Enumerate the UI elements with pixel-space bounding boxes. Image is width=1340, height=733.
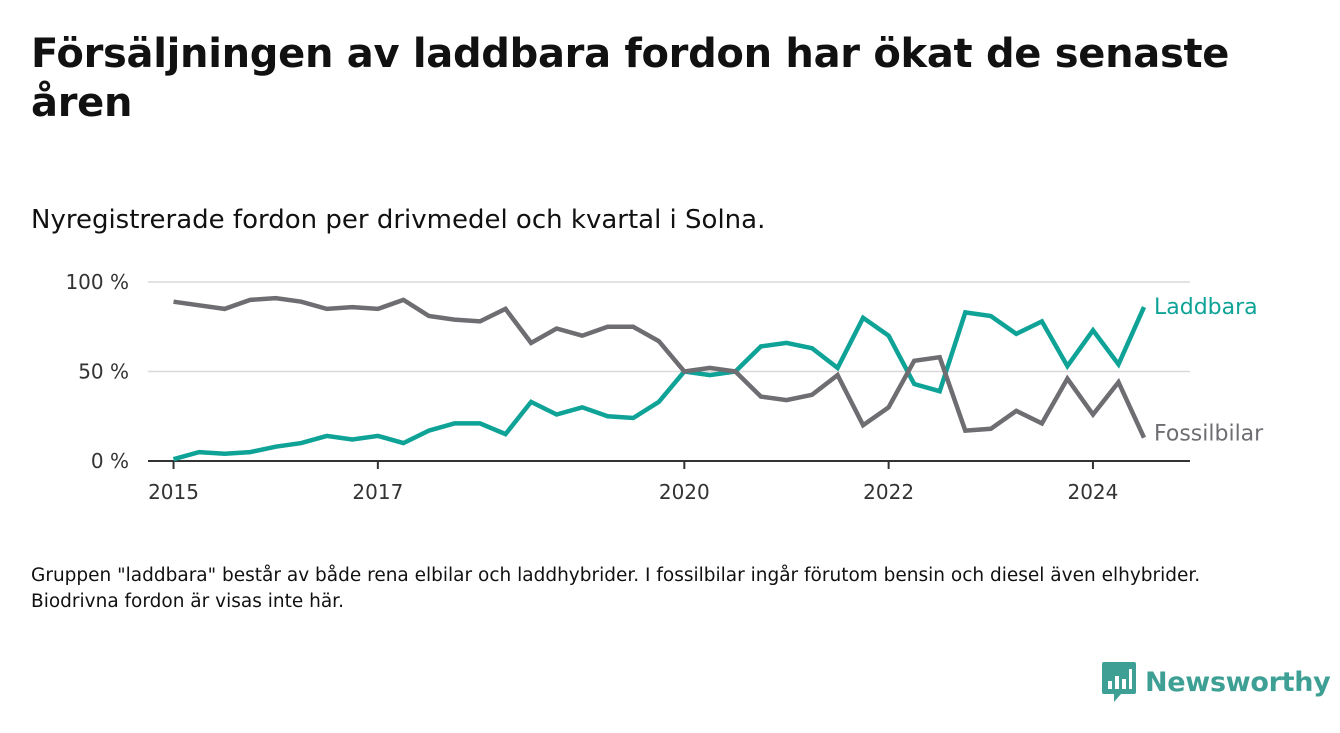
- x-tick-label: 2022: [863, 480, 914, 504]
- series-line-laddbara: [172, 306, 1147, 462]
- x-tick-label: 2017: [352, 480, 403, 504]
- newsworthy-logo: Newsworthy: [1101, 660, 1331, 704]
- footnote: Gruppen "laddbara" består av både rena e…: [31, 565, 1201, 612]
- chart-title: Försäljningen av laddbara fordon har öka…: [31, 31, 1230, 126]
- grid-layer: [148, 281, 1190, 373]
- x-tick-label: 2024: [1067, 480, 1118, 504]
- line-chart: 0 % 50 % 100 % 2015 2017 2020 2022 2024 Laddbar…: [65, 270, 1264, 504]
- x-tick-label: 2015: [148, 480, 199, 504]
- x-tick-label: 2020: [659, 480, 710, 504]
- series-line-fossilbilar: [173, 295, 1147, 439]
- chart-subtitle: Nyregistrerade fordon per drivmedel och …: [31, 205, 766, 235]
- y-tick-label: 100 %: [65, 270, 129, 294]
- brand-name: Newsworthy: [1145, 666, 1331, 698]
- bar-chart-speech-icon: [1102, 662, 1136, 702]
- y-tick-label: 0 %: [91, 449, 129, 473]
- series-layer: [172, 295, 1147, 462]
- axis-layer: 0 % 50 % 100 % 2015 2017 2020 2022 2024: [65, 270, 1190, 504]
- label-layer: Laddbara Fossilbilar: [1154, 295, 1264, 447]
- series-label-fossilbilar: Fossilbilar: [1154, 422, 1264, 447]
- y-tick-label: 50 %: [78, 360, 129, 384]
- series-label-laddbara: Laddbara: [1154, 295, 1258, 320]
